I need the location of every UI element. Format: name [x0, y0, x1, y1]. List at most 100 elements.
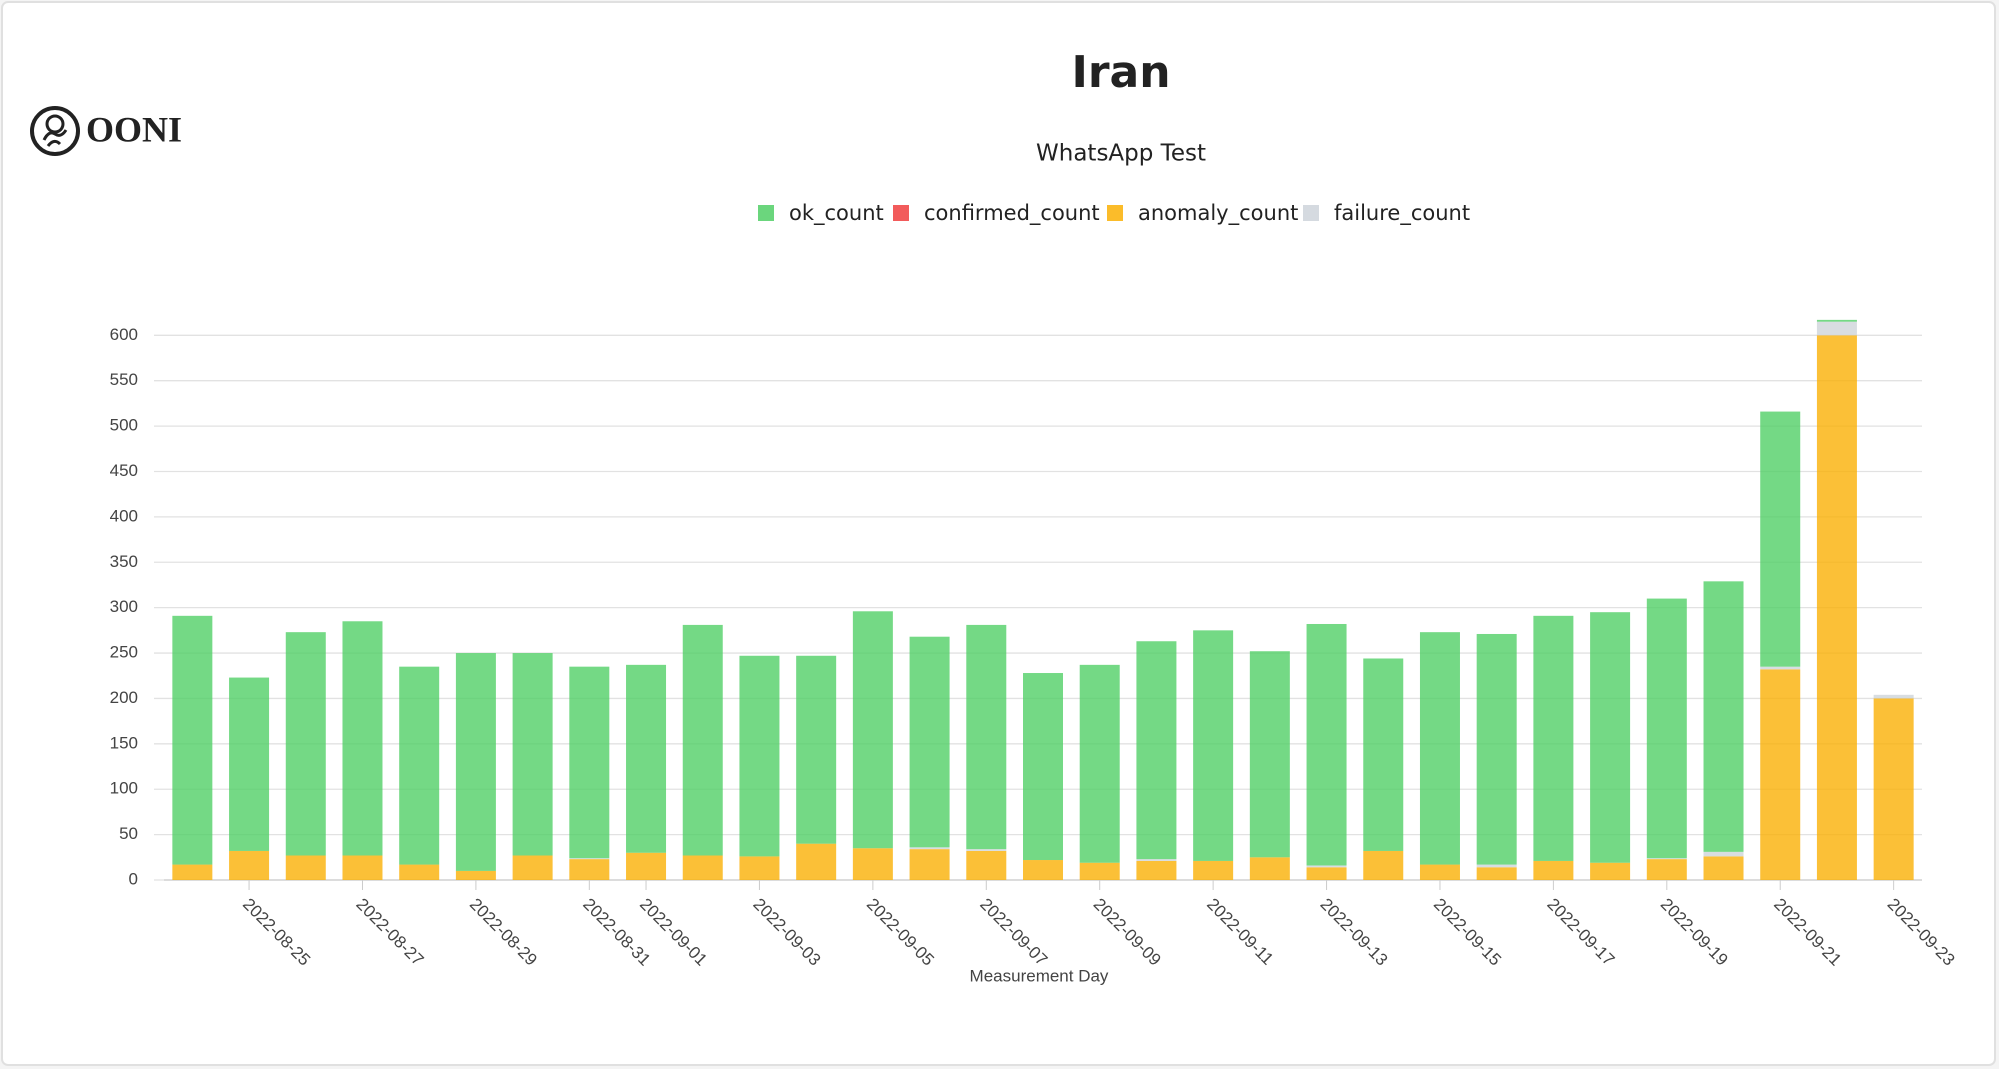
- bar-segment: [455, 870, 496, 880]
- chart-title: Iran: [1071, 47, 1170, 98]
- bar-segment: [1079, 862, 1120, 880]
- legend-label: anomaly_count: [1138, 201, 1298, 226]
- legend-swatch: [1107, 205, 1123, 221]
- legend-label: ok_count: [789, 201, 884, 226]
- bar-segment: [1136, 860, 1177, 880]
- logo-text: OONI: [86, 109, 182, 149]
- bar-segment: [1590, 612, 1631, 863]
- bar-segment: [1306, 623, 1347, 866]
- y-tick-label: 450: [110, 461, 138, 480]
- bar-segment: [172, 864, 213, 880]
- bar-segment: [172, 615, 213, 865]
- bar-segment: [512, 855, 553, 880]
- y-tick-label: 300: [110, 597, 138, 616]
- bar-segment: [285, 855, 326, 880]
- bar-segment: [1363, 658, 1404, 851]
- bar-segment: [285, 632, 326, 856]
- bar-segment: [909, 847, 950, 850]
- bar-segment: [852, 611, 893, 849]
- y-tick-label: 250: [110, 643, 138, 662]
- bar-segment: [1476, 864, 1517, 868]
- bar-segment: [1419, 864, 1460, 880]
- bar-segment: [1703, 856, 1744, 880]
- bar-segment: [1136, 641, 1177, 860]
- bar-segment: [909, 636, 950, 848]
- logo: OONI: [30, 106, 182, 156]
- bar-segment: [569, 859, 610, 880]
- bar-segment: [626, 852, 667, 880]
- y-tick-label: 50: [119, 824, 138, 843]
- bar-segment: [1873, 698, 1914, 880]
- bar-segment: [1816, 319, 1857, 322]
- bar-segment: [966, 850, 1007, 880]
- bar-segment: [1646, 859, 1687, 880]
- bar-segment: [682, 855, 723, 880]
- bar-segment: [852, 848, 893, 880]
- legend-label: failure_count: [1334, 201, 1470, 226]
- bar-segment: [1646, 858, 1687, 860]
- legend-label: confirmed_count: [924, 201, 1100, 226]
- bar-segment: [796, 843, 837, 880]
- logo-icon: [42, 129, 68, 147]
- bar-segment: [1816, 335, 1857, 880]
- bar-segment: [1476, 633, 1517, 865]
- bar-segment: [455, 653, 496, 871]
- bar-segment: [1249, 651, 1290, 858]
- bar-segment: [1306, 867, 1347, 880]
- y-tick-label: 400: [110, 506, 138, 525]
- bar-segment: [1306, 865, 1347, 868]
- bar-segment: [739, 655, 780, 857]
- bar-segment: [1760, 666, 1801, 670]
- legend-swatch: [758, 205, 774, 221]
- bar-segment: [512, 653, 553, 856]
- x-axis-label: Measurement Day: [970, 966, 1109, 985]
- bar-segment: [1023, 673, 1063, 861]
- bar-segment: [1249, 857, 1290, 880]
- bar-segment: [626, 664, 667, 853]
- bar-segment: [1760, 669, 1801, 880]
- logo-icon: [45, 114, 65, 134]
- y-tick-label: 100: [110, 779, 138, 798]
- bar-segment: [796, 655, 837, 844]
- y-tick-label: 550: [110, 370, 138, 389]
- bar-segment: [909, 849, 950, 880]
- legend-swatch: [1303, 205, 1319, 221]
- y-tick-label: 350: [110, 552, 138, 571]
- bar-segment: [1703, 581, 1744, 852]
- bar-segment: [1079, 664, 1120, 863]
- bar-segment: [1363, 850, 1404, 880]
- y-tick-label: 500: [110, 416, 138, 435]
- y-tick-label: 150: [110, 733, 138, 752]
- bar-segment: [342, 855, 383, 880]
- y-tick-label: 0: [129, 869, 138, 888]
- bar-segment: [342, 621, 383, 856]
- bar-segment: [229, 677, 270, 851]
- bar-segment: [1646, 598, 1687, 859]
- bar-segment: [1419, 632, 1460, 865]
- bar-segment: [682, 624, 723, 856]
- bar-segment: [966, 624, 1007, 850]
- bar-segment: [1703, 851, 1744, 857]
- bar-segment: [569, 858, 610, 860]
- bar-segment: [1816, 321, 1857, 336]
- legend-swatch: [893, 205, 909, 221]
- bar-segment: [399, 864, 440, 880]
- bar-segment: [1476, 867, 1517, 880]
- bar-segment: [1023, 860, 1063, 880]
- logo-icon: [30, 106, 80, 156]
- bar-segment: [229, 850, 270, 880]
- bar-segment: [1136, 859, 1177, 861]
- y-tick-label: 600: [110, 325, 138, 344]
- bar-segment: [569, 666, 610, 859]
- bar-segment: [966, 849, 1007, 851]
- bar-segment: [1873, 694, 1914, 699]
- chart-subtitle: WhatsApp Test: [1036, 141, 1206, 167]
- bar-segment: [1533, 615, 1574, 861]
- bar-segment: [1193, 860, 1234, 880]
- bar-segment: [739, 856, 780, 880]
- bar-segment: [1760, 411, 1801, 667]
- bar-segment: [1533, 860, 1574, 880]
- bar-segment: [1590, 862, 1631, 880]
